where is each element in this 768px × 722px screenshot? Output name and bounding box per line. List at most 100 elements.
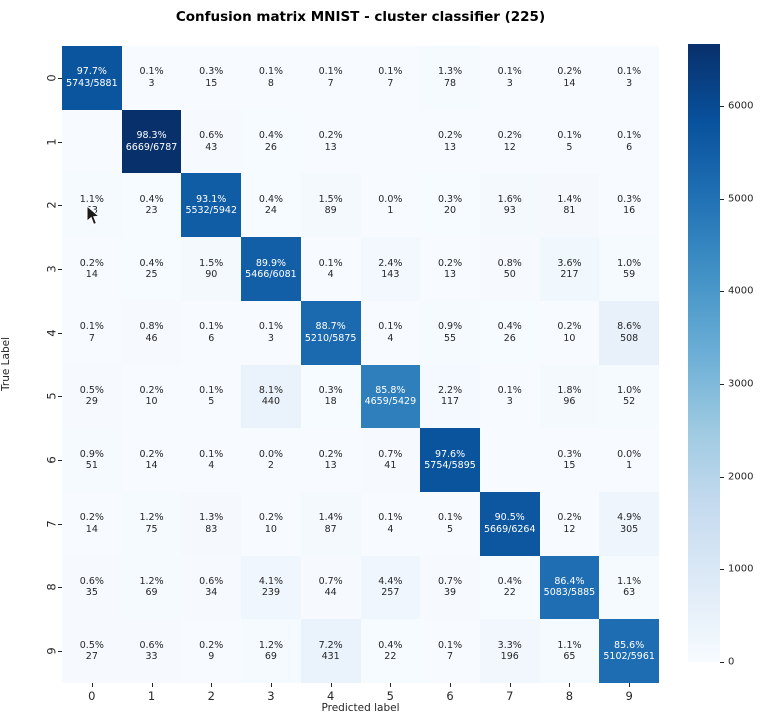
- heatmap-cell-r6c9: 0.0% 1: [599, 428, 659, 492]
- cell-percent: 89.9%: [255, 257, 287, 269]
- cell-count: 5102/5961: [603, 651, 655, 663]
- cell-percent: 1.0%: [617, 384, 642, 396]
- y-tickmark: [58, 651, 62, 653]
- x-tick-label: 4: [326, 689, 335, 703]
- cell-percent: 0.4%: [139, 257, 164, 269]
- cell-count: 33: [145, 651, 158, 663]
- cell-count: 5: [566, 141, 573, 153]
- cell-percent: 1.0%: [617, 257, 642, 269]
- heatmap-cell-r4c7: 0.4% 26: [479, 300, 540, 365]
- cell-percent: 0.2%: [139, 384, 164, 396]
- cell-percent: 0.1%: [199, 384, 224, 396]
- cell-percent: 0.0%: [258, 448, 284, 460]
- cell-count: 3: [267, 332, 274, 344]
- x-tick-label: 0: [88, 689, 96, 703]
- cell-count: 6: [208, 332, 215, 344]
- cell-count: 5083/5885: [543, 587, 596, 599]
- heatmap-cell-r7c4: 1.4% 87: [300, 491, 361, 556]
- colorbar-tickmark: [720, 569, 724, 571]
- cell-percent: 1.2%: [258, 639, 284, 651]
- x-tickmark: [151, 683, 153, 687]
- heatmap-cell-r0c4: 0.1% 7: [300, 46, 361, 110]
- cell-percent: 90.5%: [494, 512, 525, 524]
- cell-percent: 1.4%: [318, 512, 343, 524]
- cell-count: 90: [205, 268, 218, 280]
- heatmap-cell-r9c3: 1.2% 69: [241, 619, 301, 683]
- x-tickmark: [509, 683, 511, 687]
- cell-count: 7: [327, 77, 334, 89]
- cell-count: 143: [381, 268, 400, 280]
- heatmap-cell-r6c6: 97.6% 5754/5895: [420, 428, 480, 492]
- heatmap-cell-r7c7: 90.5% 5669/6264: [479, 491, 540, 556]
- cell-count: 4: [208, 460, 215, 472]
- cell-percent: 0.4%: [139, 193, 164, 205]
- heatmap-cell-r3c5: 2.4% 143: [360, 237, 421, 301]
- heatmap-cell-r7c3: 0.2% 10: [241, 491, 301, 556]
- cell-percent: 0.3%: [437, 193, 463, 205]
- heatmap-cell-r2c4: 1.5% 89: [300, 173, 361, 238]
- cell-count: 5754/5895: [424, 460, 476, 472]
- cell-count: 78: [443, 77, 457, 89]
- cell-count: 69: [264, 651, 277, 663]
- cell-count: 5: [447, 523, 454, 535]
- cell-percent: 97.7%: [76, 66, 107, 78]
- heatmap-cell-r6c7: [479, 428, 540, 492]
- cell-count: 4: [387, 523, 394, 535]
- y-axis-label: True Label: [0, 337, 12, 391]
- heatmap-cell-r3c4: 0.1% 4: [300, 237, 361, 301]
- heatmap-cell-r5c2: 0.1% 5: [181, 364, 242, 429]
- y-tick-label: 1: [44, 137, 59, 146]
- heatmap-cell-r2c9: 0.3% 16: [599, 173, 659, 238]
- cell-percent: 0.2%: [437, 130, 463, 142]
- heatmap-cell-r3c8: 3.6% 217: [539, 237, 600, 301]
- cell-percent: 0.1%: [557, 130, 582, 142]
- cell-count: 41: [384, 460, 397, 472]
- cell-percent: 1.6%: [497, 193, 522, 205]
- heatmap-cell-r7c0: 0.2% 14: [62, 491, 122, 556]
- heatmap-cell-r8c7: 0.4% 22: [479, 555, 540, 620]
- cell-percent: 0.2%: [557, 66, 582, 78]
- cell-count: 52: [623, 396, 636, 408]
- y-tick-label: 5: [44, 392, 59, 401]
- colorbar-tick-label: 4000: [728, 285, 754, 297]
- heatmap-cell-r9c9: 85.6% 5102/5961: [599, 619, 659, 683]
- cell-count: 3: [626, 77, 633, 89]
- heatmap-cell-r4c8: 0.2% 10: [539, 300, 600, 365]
- heatmap-cell-r5c7: 0.1% 3: [479, 364, 540, 429]
- cell-count: 65: [563, 651, 576, 663]
- heatmap-cell-r7c5: 0.1% 4: [360, 491, 421, 556]
- heatmap-cell-r5c9: 1.0% 52: [599, 364, 659, 429]
- cell-count: 15: [563, 460, 576, 472]
- colorbar-tick-label: 0: [728, 656, 735, 668]
- heatmap-cell-r8c2: 0.6% 34: [181, 555, 242, 620]
- heatmap-cell-r0c8: 0.2% 14: [539, 46, 600, 110]
- cell-count: 305: [620, 523, 639, 535]
- cell-percent: 1.4%: [557, 193, 582, 205]
- cell-percent: 0.2%: [139, 448, 164, 460]
- colorbar-tick-label: 2000: [728, 471, 754, 483]
- heatmap-cell-r0c2: 0.3% 15: [181, 46, 242, 110]
- heatmap-cell-r9c7: 3.3% 196: [479, 619, 540, 683]
- mouse-cursor-icon: [86, 205, 100, 226]
- heatmap-cell-r0c3: 0.1% 8: [241, 46, 301, 110]
- cell-count: 13: [443, 268, 457, 280]
- cell-count: 431: [321, 651, 340, 663]
- heatmap-cell-r8c6: 0.7% 39: [420, 555, 480, 620]
- heatmap-cell-r0c9: 0.1% 3: [599, 46, 659, 110]
- x-tickmark: [569, 683, 571, 687]
- cell-percent: 1.5%: [318, 193, 343, 205]
- cell-count: 29: [85, 396, 98, 408]
- cell-percent: 86.4%: [554, 576, 585, 588]
- cell-percent: 4.1%: [258, 576, 284, 588]
- x-tickmark: [211, 683, 213, 687]
- heatmap-cell-r6c1: 0.2% 14: [121, 428, 182, 492]
- colorbar-tickmark: [720, 383, 724, 385]
- cell-percent: 0.2%: [199, 639, 224, 651]
- cell-count: 14: [85, 268, 98, 280]
- cell-percent: 0.2%: [79, 257, 104, 269]
- heatmap-cell-r7c8: 0.2% 12: [539, 491, 600, 556]
- heatmap-cell-r3c0: 0.2% 14: [62, 237, 122, 301]
- cell-percent: 0.1%: [258, 66, 284, 78]
- colorbar-tickmark: [720, 291, 724, 293]
- cell-count: 12: [563, 523, 576, 535]
